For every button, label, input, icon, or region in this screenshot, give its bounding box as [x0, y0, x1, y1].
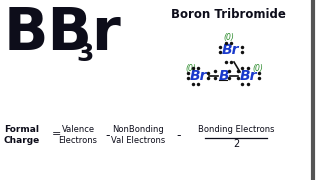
Text: Br: Br: [222, 43, 239, 57]
Text: (0): (0): [252, 64, 263, 73]
Text: Formal
Charge: Formal Charge: [4, 125, 40, 145]
Text: Br: Br: [190, 69, 207, 83]
Text: BBr: BBr: [4, 5, 122, 62]
Text: Boron Tribromide: Boron Tribromide: [171, 8, 285, 21]
Text: Br: Br: [240, 69, 258, 83]
Text: -: -: [105, 129, 109, 142]
Text: -: -: [176, 129, 180, 142]
Text: NonBonding
Val Electrons: NonBonding Val Electrons: [111, 125, 165, 145]
Text: =: =: [52, 129, 61, 139]
Text: (0): (0): [186, 64, 196, 73]
Text: 2: 2: [233, 139, 239, 149]
Text: Bonding Electrons: Bonding Electrons: [198, 125, 274, 134]
Text: B: B: [219, 69, 230, 83]
Text: Valence
Electrons: Valence Electrons: [59, 125, 98, 145]
Text: 3: 3: [76, 42, 93, 66]
Text: (0): (0): [224, 33, 235, 42]
